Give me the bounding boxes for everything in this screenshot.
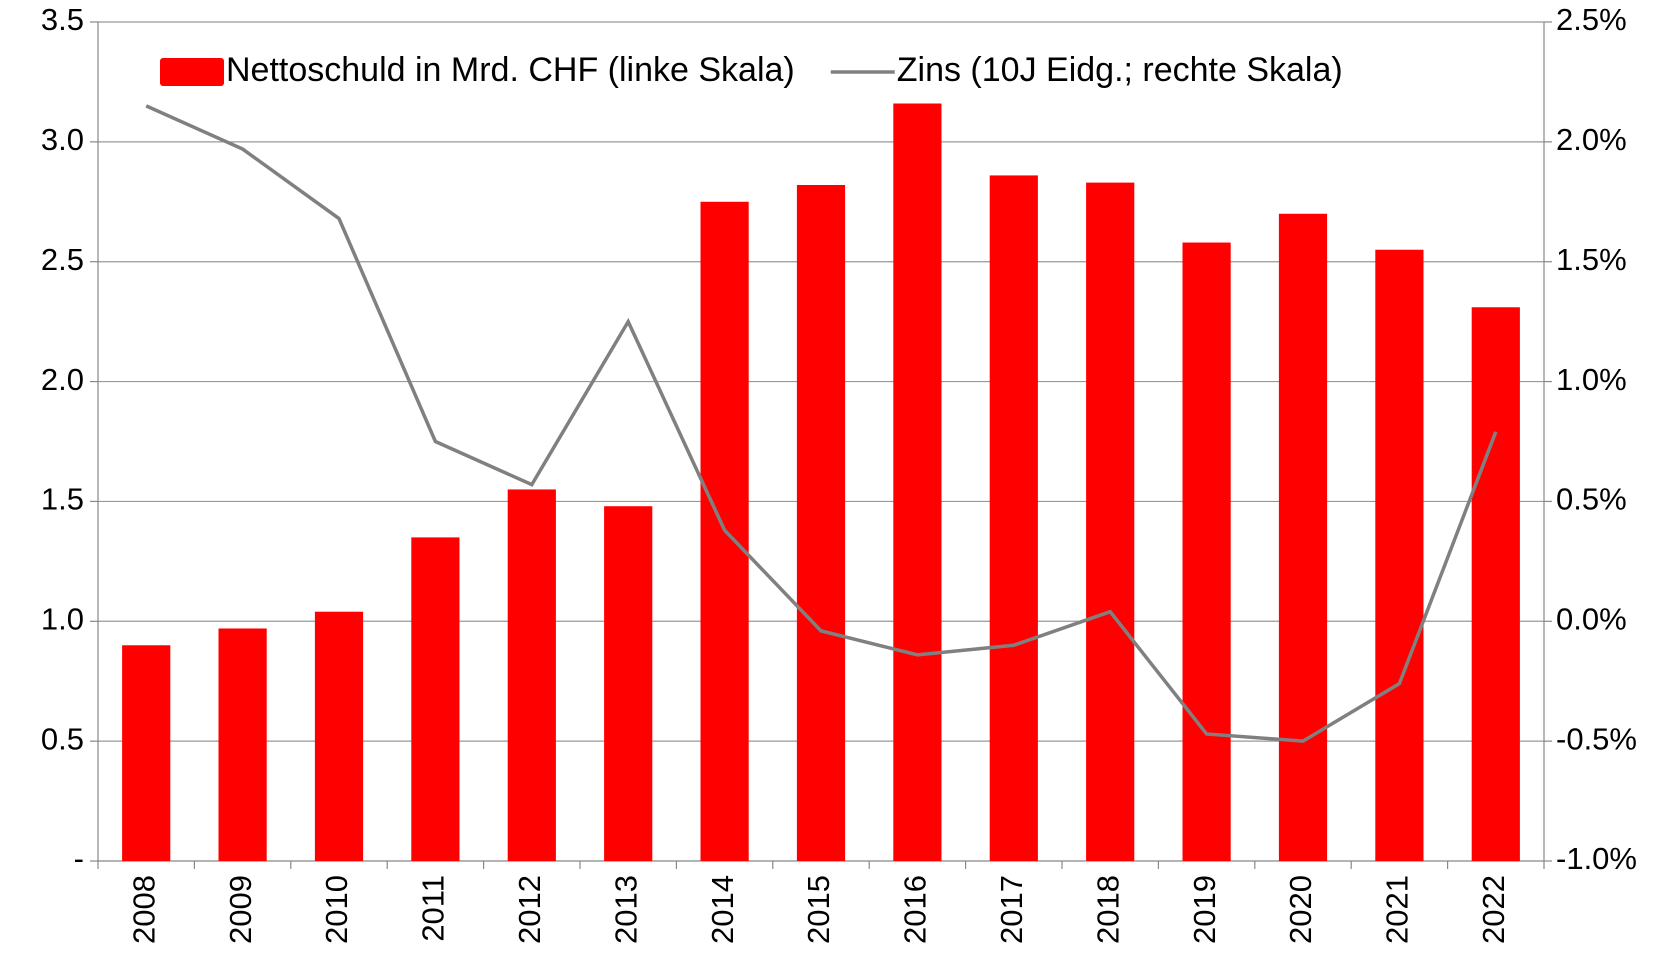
x-tick-label: 2022 — [1476, 875, 1511, 944]
x-tick-label: 2015 — [801, 875, 836, 944]
x-tick-label: 2008 — [126, 875, 161, 944]
bar — [796, 185, 846, 861]
x-tick-label: 2010 — [319, 875, 354, 944]
legend-label: Nettoschuld in Mrd. CHF (linke Skala) — [226, 51, 795, 89]
bar — [122, 645, 171, 861]
y-tick-label: 1.5 — [41, 482, 84, 517]
y-tick-label: 3.5 — [41, 2, 84, 37]
bar — [1086, 182, 1135, 861]
legend-swatch — [160, 58, 224, 86]
x-tick-label: 2021 — [1380, 875, 1415, 944]
x-tick-label: 2016 — [898, 875, 933, 944]
x-tick-label: 2019 — [1187, 875, 1222, 944]
x-tick-label: 2013 — [608, 875, 643, 944]
bar — [1471, 307, 1520, 861]
bar — [1182, 242, 1231, 862]
bar — [411, 537, 460, 861]
y-tick-label: 2.0 — [41, 362, 84, 397]
y2-tick-label: -0.5% — [1556, 721, 1637, 756]
y2-tick-label: 1.5% — [1556, 242, 1627, 277]
bar — [604, 506, 653, 861]
x-tick-label: 2018 — [1090, 875, 1125, 944]
y-tick-label: 2.5 — [41, 242, 84, 277]
y2-tick-label: 0.5% — [1556, 482, 1627, 517]
bar — [218, 628, 267, 861]
x-tick-label: 2017 — [994, 875, 1029, 944]
bar — [314, 611, 364, 861]
y-tick-label: - — [74, 841, 84, 876]
y-tick-label: 1.0 — [41, 601, 84, 636]
y2-tick-label: 1.0% — [1556, 362, 1627, 397]
x-tick-label: 2014 — [705, 875, 740, 944]
bar — [1278, 213, 1328, 861]
y2-tick-label: 0.0% — [1556, 601, 1627, 636]
bar — [989, 175, 1038, 862]
y2-tick-label: 2.5% — [1556, 2, 1627, 37]
x-tick-label: 2011 — [416, 875, 451, 942]
y2-tick-label: -1.0% — [1556, 841, 1637, 876]
bar — [507, 489, 556, 861]
x-tick-label: 2012 — [512, 875, 547, 944]
x-tick-label: 2009 — [223, 875, 258, 944]
line — [145, 104, 1498, 743]
y2-tick-label: 2.0% — [1556, 122, 1627, 157]
bar — [1375, 249, 1424, 861]
bar — [893, 103, 942, 861]
y-tick-label: 0.5 — [41, 721, 84, 756]
x-tick-label: 2020 — [1283, 875, 1318, 944]
legend-label: Zins (10J Eidg.; rechte Skala) — [897, 51, 1343, 89]
y-tick-label: 3.0 — [41, 122, 84, 157]
